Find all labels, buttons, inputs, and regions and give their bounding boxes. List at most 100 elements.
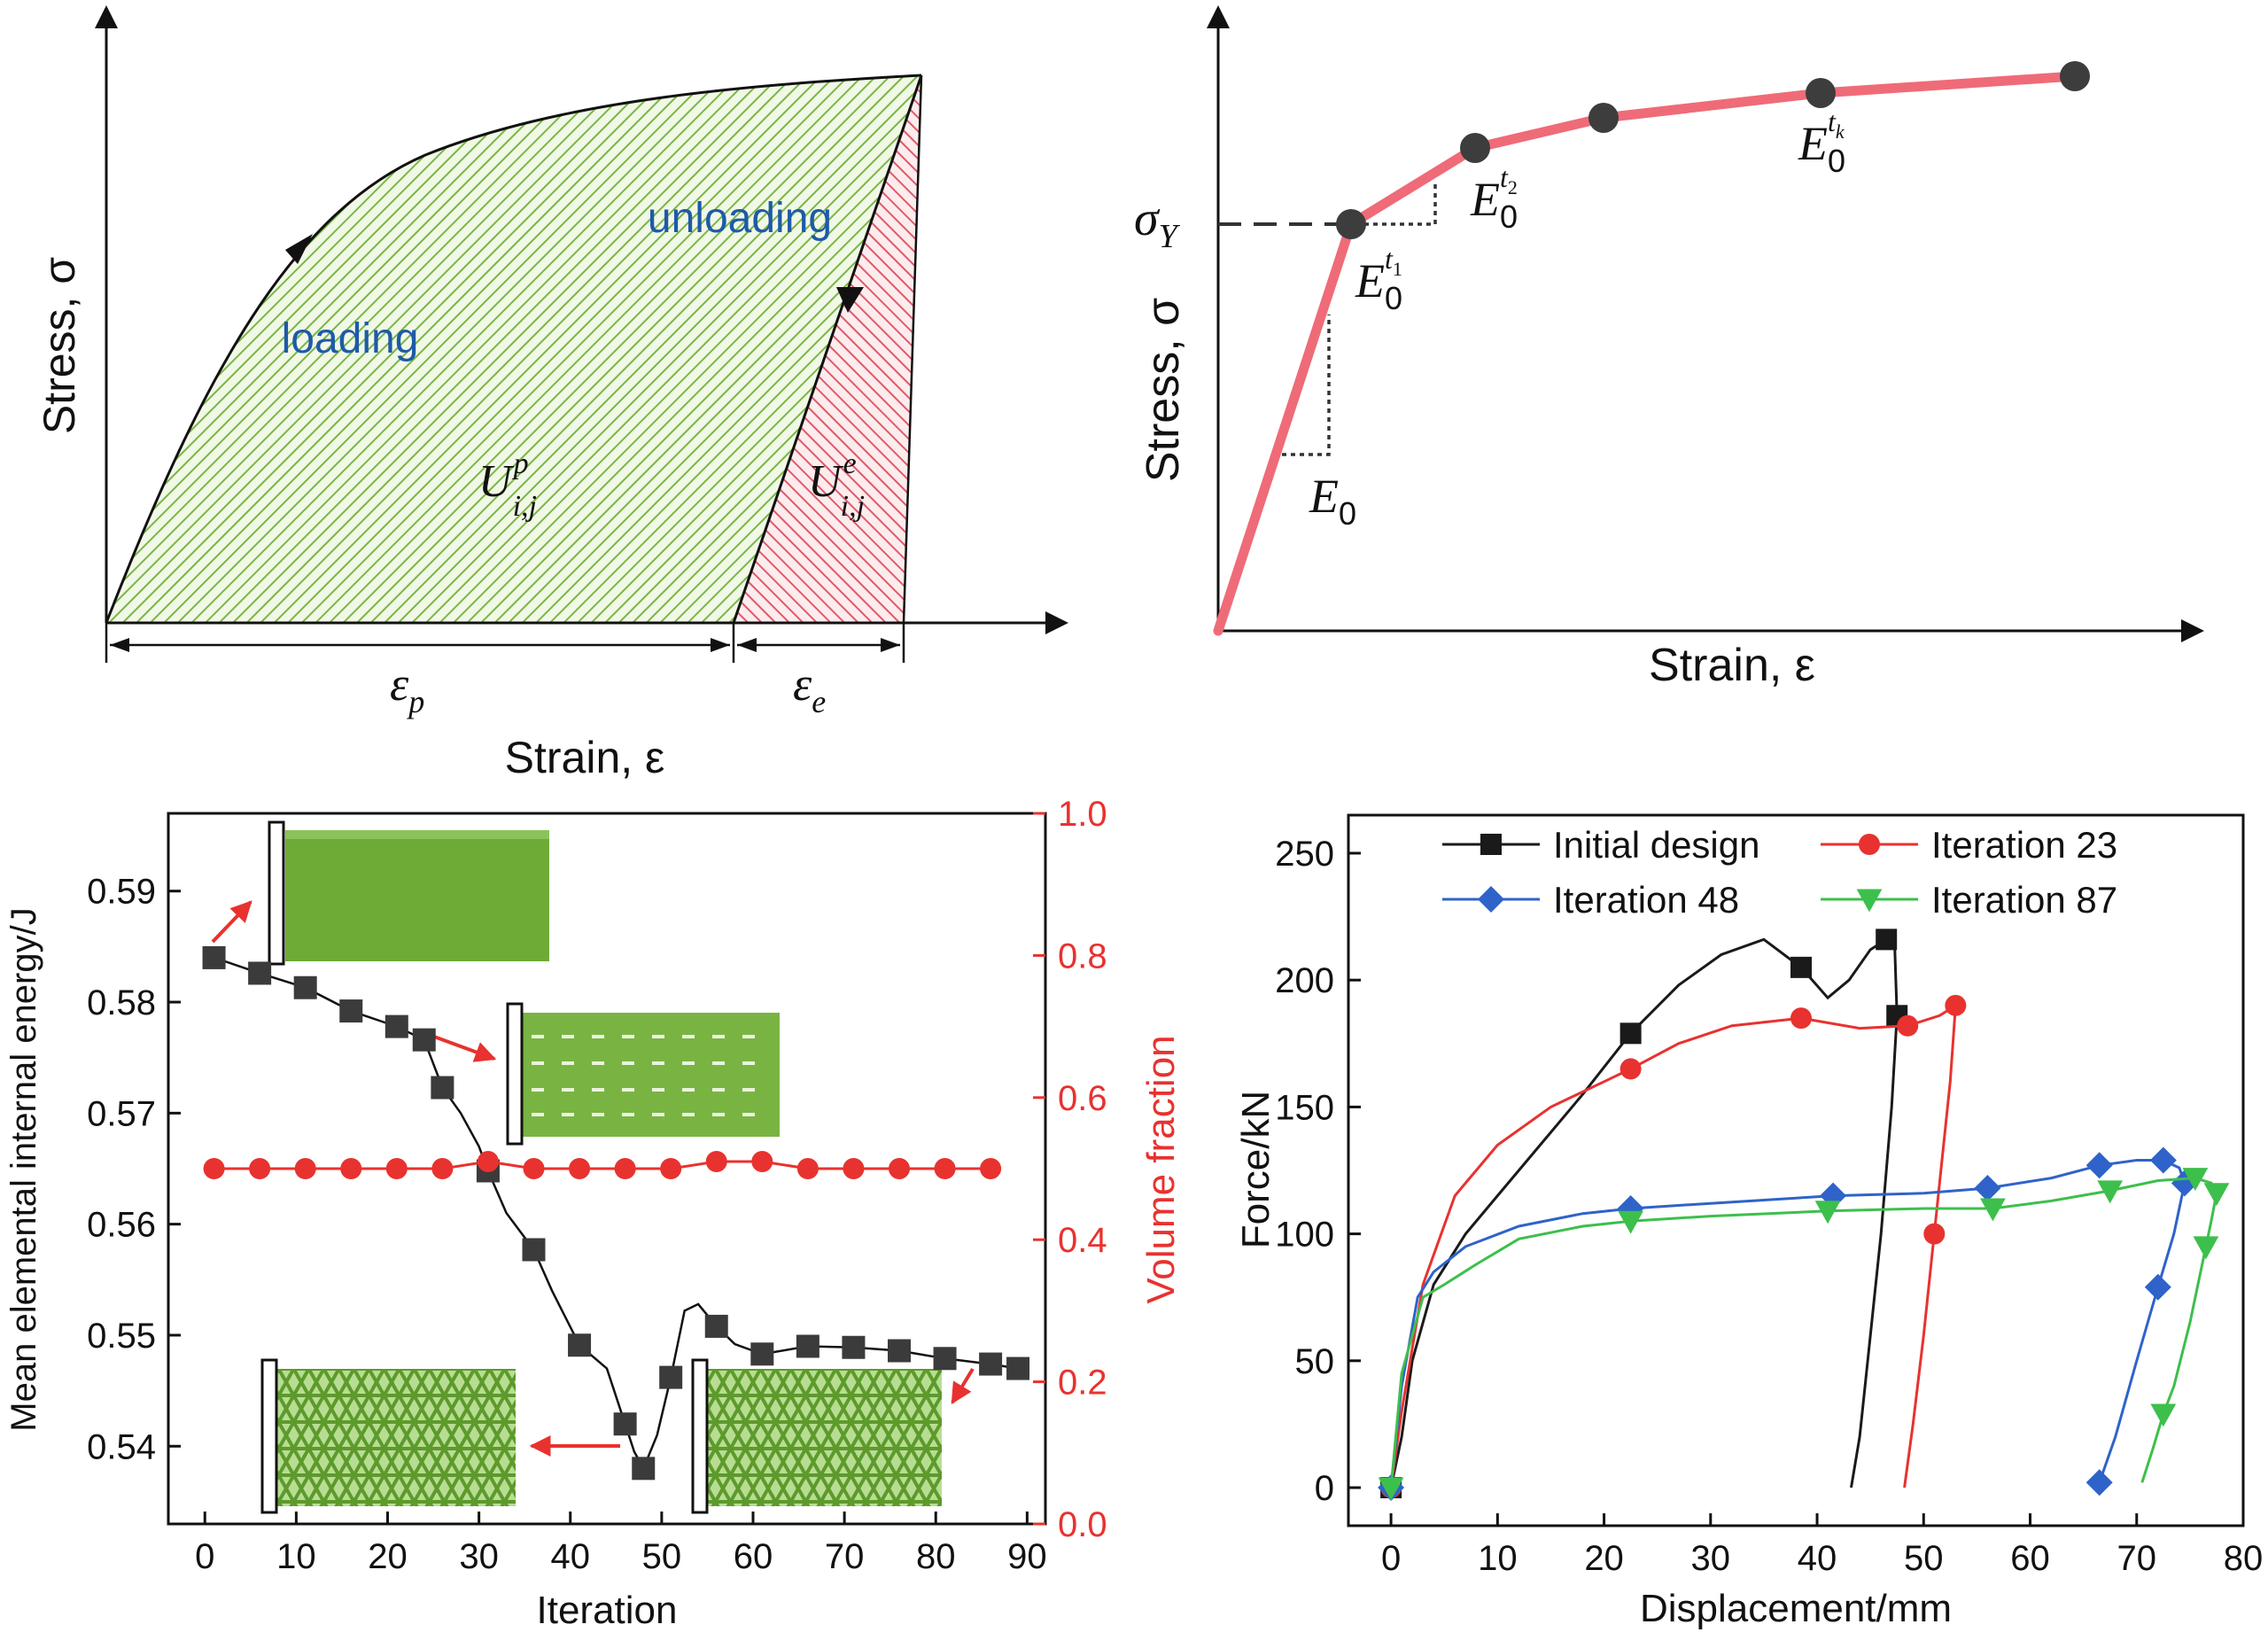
y-tick-label: 150 <box>1275 1088 1334 1127</box>
panel-c-ticks: 0 10 20 30 40 50 60 70 80 90 0.54 0.55 0.56 0.57 0.58 0… <box>87 795 1107 1576</box>
y-tick-label: 0 <box>1315 1469 1334 1508</box>
volume-fraction-point <box>796 1158 819 1179</box>
energy-point <box>522 1238 546 1262</box>
inset-arrow-iteration-23 <box>433 1035 497 1062</box>
unloading-line <box>732 74 923 624</box>
legend-label-2: Iteration 48 <box>1553 879 1739 921</box>
series-point-2 <box>2149 1146 2177 1174</box>
volume-fraction-point <box>203 1158 225 1179</box>
energy-point <box>979 1352 1003 1376</box>
series-point-1 <box>1897 1014 1919 1037</box>
panel-b-bilinear-model: Stress, σ Strain, ε σY E0 E0t1 E0t2 E0tk <box>1134 5 2204 691</box>
volume-fraction-point <box>889 1158 910 1179</box>
series-point-2 <box>2085 1469 2113 1496</box>
panel-b-x-label: Strain, ε <box>1649 640 1815 691</box>
y-right-tick-label: 0.6 <box>1058 1079 1107 1118</box>
e0-t2-label: E0t2 <box>1470 161 1518 235</box>
energy-point <box>412 1028 436 1052</box>
y-tick-label: 0.55 <box>87 1317 156 1356</box>
series-point-3 <box>1378 1477 1404 1501</box>
curve-point-2 <box>1460 133 1490 163</box>
energy-point <box>796 1334 819 1358</box>
inset-arrow-iteration-87 <box>951 1367 975 1405</box>
y-tick-label: 250 <box>1275 835 1334 874</box>
panel-a-y-axis-arrow <box>95 5 118 28</box>
volume-fraction-point <box>294 1158 316 1179</box>
x-tick-label: 60 <box>2010 1539 2050 1578</box>
series-point-2 <box>1974 1175 2001 1202</box>
y-right-tick-label: 0.8 <box>1058 937 1107 975</box>
volume-fraction-point <box>569 1158 591 1179</box>
loading-arrowhead <box>285 234 313 264</box>
x-tick-label: 10 <box>276 1537 316 1576</box>
y-tick-label: 100 <box>1275 1216 1334 1255</box>
plastic-energy-label: Up i,j <box>478 447 537 523</box>
elastic-strain-label: εe <box>793 657 826 719</box>
dimension-arrow-4 <box>881 638 900 652</box>
energy-point <box>704 1314 728 1338</box>
x-tick-label: 30 <box>459 1537 499 1576</box>
panel-d-y-label: Force/kN <box>1234 1091 1278 1248</box>
x-tick-label: 20 <box>1584 1539 1624 1578</box>
energy-point <box>750 1342 774 1366</box>
x-tick-label: 80 <box>2224 1539 2264 1578</box>
series-point-3 <box>2182 1168 2209 1191</box>
panel-d-force-displacement: 0 10 20 30 40 50 60 70 80 0 50 100 150 200 250 Initial… <box>1234 813 2264 1630</box>
inset-arrow-initial <box>211 900 252 944</box>
volume-fraction-point <box>523 1158 545 1179</box>
elastic-energy-label: Ue i,j <box>808 447 865 523</box>
energy-point <box>339 999 363 1023</box>
y-tick-label: 50 <box>1295 1342 1335 1381</box>
volume-fraction-point <box>477 1150 499 1172</box>
slope-triangle-t1 <box>1355 182 1437 226</box>
volume-fraction-point <box>843 1158 865 1179</box>
energy-point <box>842 1335 866 1359</box>
x-tick-label: 60 <box>734 1537 773 1576</box>
panel-d-series <box>1378 929 2230 1502</box>
panel-a-x-label: Strain, ε <box>505 733 665 782</box>
series-point-3 <box>2150 1403 2177 1427</box>
curve-point-3 <box>1588 103 1619 133</box>
y-tick-label: 200 <box>1275 961 1334 1000</box>
x-tick-label: 50 <box>1904 1539 1944 1578</box>
loading-curve <box>105 74 922 624</box>
yield-stress-label: σY <box>1134 191 1181 255</box>
panel-b-y-label: Stress, σ <box>1138 298 1189 482</box>
curve-point-5 <box>2060 61 2090 91</box>
panel-d-x-label: Displacement/mm <box>1640 1587 1952 1630</box>
series-point-2 <box>2144 1273 2171 1301</box>
plastic-energy-region <box>106 75 921 623</box>
energy-point <box>293 975 317 999</box>
y-tick-label: 0.56 <box>87 1206 156 1245</box>
y-right-tick-label: 0.0 <box>1058 1505 1107 1544</box>
volume-fraction-point <box>751 1150 773 1172</box>
volume-fraction-line <box>214 1160 991 1170</box>
curve-point-4 <box>1806 78 1836 108</box>
panel-c-series <box>202 945 1030 1481</box>
legend-label-1: Iteration 23 <box>1931 824 2117 866</box>
legend-marker-1 <box>1859 834 1880 855</box>
e0-tk-label: E0tk <box>1798 105 1845 179</box>
legend-label-0: Initial design <box>1553 824 1759 866</box>
x-tick-label: 70 <box>2117 1539 2157 1578</box>
energy-point <box>202 945 226 969</box>
panel-b-x-axis-arrow <box>2181 619 2204 642</box>
x-tick-label: 40 <box>1798 1539 1837 1578</box>
panel-a-x-axis-arrow <box>1045 611 1068 634</box>
series-point-3 <box>2203 1183 2230 1207</box>
elastic-boundary-line <box>902 74 923 624</box>
plastic-strain-label: εp <box>390 657 424 719</box>
volume-fraction-point <box>431 1158 454 1179</box>
x-tick-label: 10 <box>1478 1539 1518 1578</box>
e0-label: E0 <box>1309 470 1356 532</box>
inset-iteration-48 <box>260 1358 516 1514</box>
series-point-1 <box>1945 994 1967 1016</box>
series-point-3 <box>1980 1198 2006 1222</box>
series-point-3 <box>2097 1180 2124 1204</box>
energy-point <box>1006 1356 1030 1380</box>
unloading-label: unloading <box>648 195 832 242</box>
volume-fraction-point <box>934 1158 956 1179</box>
series-point-3 <box>2193 1236 2219 1260</box>
y-right-tick-label: 0.2 <box>1058 1364 1107 1403</box>
